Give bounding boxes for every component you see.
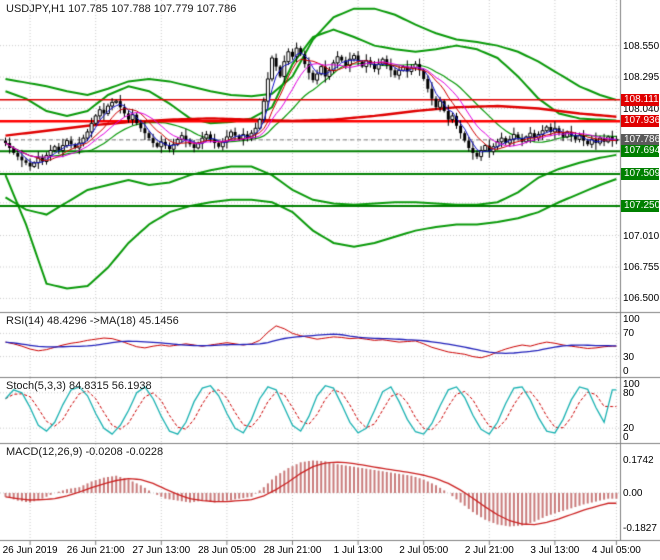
price-axis-label: 108.550 [623,40,660,52]
price-level-badge: 107.509 [621,168,660,180]
indicator-axis-label: 20 [623,423,635,435]
price-axis-label: 108.295 [623,72,660,84]
price-level-badge: 107.936 [621,115,660,128]
time-axis-label: 28 Jun 05:00 [197,545,256,556]
time-axis-label: 27 Jun 13:00 [132,545,191,556]
indicator-axis-label: 30 [623,351,635,363]
time-axis-label: 26 Jun 2019 [2,545,58,556]
indicator-axis-label: 0.1742 [623,454,654,466]
indicator-axis-label: 100 [623,314,640,325]
time-axis-label: 2 Jul 21:00 [464,545,514,556]
indicator-axis-label: 0 [623,366,629,377]
price-axis-label: 107.010 [623,230,660,242]
price-level-badge: 108.111 [621,93,659,106]
price-level-badge: 107.694 [621,145,660,158]
indicator-axis-label: 0 [623,432,629,443]
rsi-indicator-label: RSI(14) 48.4296 ->MA(18) 45.1456 [6,315,179,327]
time-axis-label: 3 Jul 13:00 [530,545,580,556]
indicator-axis-label: 70 [623,328,635,340]
price-axis-label: 106.500 [623,293,660,305]
indicator-axis-label: -0.1827 [623,522,657,534]
price-level-badge: 107.786 [621,133,660,146]
indicator-axis-label: 80 [623,387,635,399]
price-axis-label: 106.755 [623,261,660,273]
time-axis-label: 2 Jul 05:00 [399,545,449,556]
time-axis-label: 28 Jun 21:00 [263,545,322,556]
time-axis-label: 26 Jun 21:00 [66,545,125,556]
macd-indicator-label: MACD(12,26,9) -0.0208 -0.0228 [6,446,164,458]
price-axis-label: 108.040 [623,103,660,115]
time-axis-label: 1 Jul 13:00 [333,545,383,556]
price-level-badge: 107.250 [621,199,660,212]
stoch-indicator-label: Stoch(5,3,3) 84.8315 56.1938 [6,380,152,392]
indicator-axis-label: 100 [623,379,640,390]
indicator-axis-label: 0.00 [623,487,643,499]
time-axis-label: 4 Jul 05:00 [591,545,641,556]
chart-title: USDJPY,H1 107.785 107.788 107.779 107.78… [6,3,237,15]
